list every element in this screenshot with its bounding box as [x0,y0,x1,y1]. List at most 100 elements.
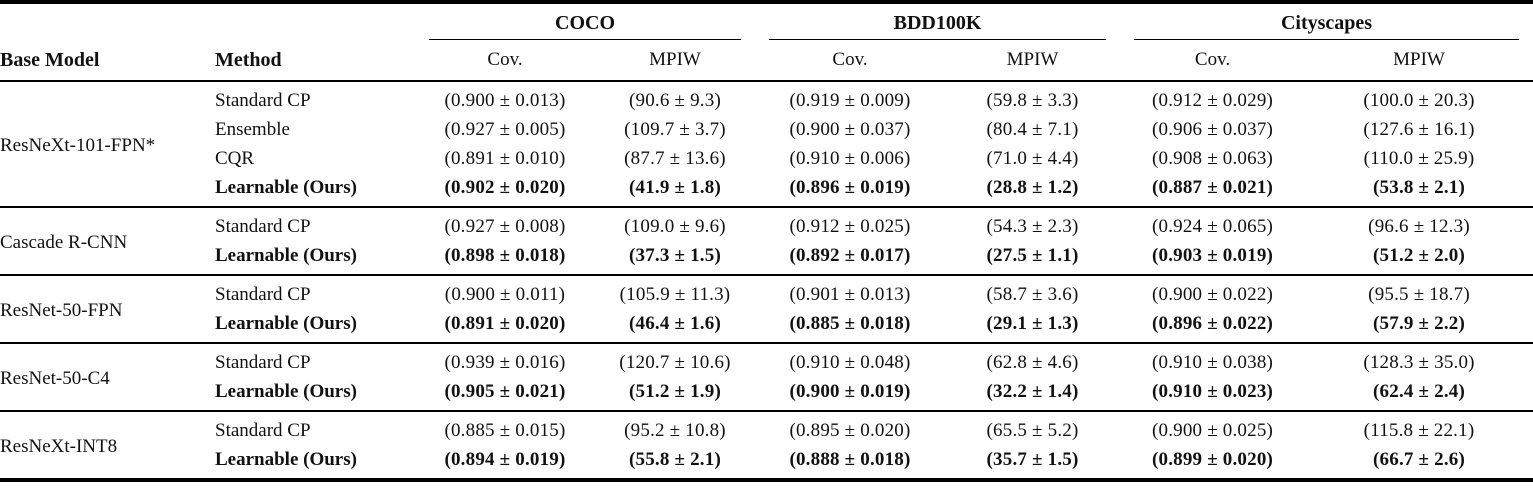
dataset-label: BDD100K [769,12,1107,40]
value-cell: (96.6 ± 12.3) [1368,215,1470,237]
value-cell: (0.912 ± 0.025) [789,215,911,237]
value-cell: (41.9 ± 1.8) [629,176,721,198]
method-cell: Standard CP [215,351,311,373]
method-cell: Learnable (Ours) [215,380,357,402]
value-cell: (51.2 ± 1.9) [629,380,721,402]
header-cov: Cov. [1194,49,1231,70]
value-cell: (0.908 ± 0.063) [1151,147,1274,169]
value-cell: (0.910 ± 0.006) [789,147,911,169]
value-cell: (0.895 ± 0.020) [789,419,911,441]
value-cell: (0.896 ± 0.019) [789,176,911,198]
table-row: Cascade R-CNN Standard CP (0.927 ± 0.008… [0,207,1533,254]
value-cell: (32.2 ± 1.4) [986,380,1079,402]
value-cell: (0.900 ± 0.037) [789,118,911,140]
dataset-header-cityscapes: Cityscapes [1120,2,1533,40]
value-cell: (58.7 ± 3.6) [986,283,1079,305]
group-resnet-50-c4: ResNet-50-C4 Standard CP (0.939 ± 0.016)… [0,343,1533,411]
header-spacer [215,2,415,40]
value-cell: (28.8 ± 1.2) [986,176,1079,198]
table-row: ResNet-50-FPN Standard CP (0.900 ± 0.011… [0,275,1533,322]
value-cell: (0.910 ± 0.023) [1151,380,1274,402]
group-resnext-int8: ResNeXt-INT8 Standard CP (0.885 ± 0.015)… [0,411,1533,480]
group-resnet-50-fpn: ResNet-50-FPN Standard CP (0.900 ± 0.011… [0,275,1533,343]
method-cell: Learnable (Ours) [215,176,357,198]
header-base-model: Base Model [0,48,100,71]
method-cell: Learnable (Ours) [215,244,357,266]
table-row-ours: Learnable (Ours) (0.905 ± 0.021) (51.2 ±… [0,377,1533,411]
value-cell: (59.8 ± 3.3) [986,89,1079,111]
header-method: Method [215,48,282,71]
results-table: COCO BDD100K Cityscapes Base Model Metho… [0,0,1533,482]
value-cell: (115.8 ± 22.1) [1363,419,1475,441]
value-cell: (0.899 ± 0.020) [1151,448,1274,470]
value-cell: (120.7 ± 10.6) [619,351,731,373]
value-cell: (0.910 ± 0.048) [789,351,911,373]
header-mpiw: MPIW [649,49,701,70]
value-cell: (0.910 ± 0.038) [1151,351,1274,373]
header-mpiw: MPIW [1393,49,1445,70]
table-row: ResNeXt-INT8 Standard CP (0.885 ± 0.015)… [0,411,1533,458]
method-cell: Standard CP [215,215,311,237]
base-model-cell: Cascade R-CNN [0,232,128,253]
value-cell: (46.4 ± 1.6) [629,312,721,334]
method-cell: Standard CP [215,419,311,441]
value-cell: (0.902 ± 0.020) [444,176,566,198]
value-cell: (95.5 ± 18.7) [1368,283,1470,305]
value-cell: (0.885 ± 0.015) [444,419,566,441]
value-cell: (109.7 ± 3.7) [624,118,726,140]
value-cell: (128.3 ± 35.0) [1363,351,1475,373]
value-cell: (0.903 ± 0.019) [1151,244,1274,266]
method-cell: Ensemble [215,118,290,140]
value-cell: (62.4 ± 2.4) [1373,380,1466,402]
value-cell: (0.888 ± 0.018) [789,448,911,470]
value-cell: (0.900 ± 0.022) [1151,283,1274,305]
value-cell: (0.900 ± 0.025) [1151,419,1274,441]
value-cell: (0.927 ± 0.008) [444,215,566,237]
table-row-ours: Learnable (Ours) (0.894 ± 0.019) (55.8 ±… [0,445,1533,480]
dataset-header-bdd100k: BDD100K [755,2,1120,40]
table-header: COCO BDD100K Cityscapes Base Model Metho… [0,2,1533,81]
value-cell: (65.5 ± 5.2) [986,419,1079,441]
table-row: CQR (0.891 ± 0.010) (87.7 ± 13.6) (0.910… [0,144,1533,173]
value-cell: (0.906 ± 0.037) [1151,118,1274,140]
value-cell: (0.900 ± 0.019) [789,380,911,402]
value-cell: (100.0 ± 20.3) [1363,89,1475,111]
value-cell: (0.905 ± 0.021) [444,380,566,402]
value-cell: (51.2 ± 2.0) [1373,244,1466,266]
value-cell: (57.9 ± 2.2) [1373,312,1466,334]
value-cell: (80.4 ± 7.1) [986,118,1079,140]
value-cell: (127.6 ± 16.1) [1363,118,1475,140]
value-cell: (90.6 ± 9.3) [629,89,721,111]
value-cell: (55.8 ± 2.1) [629,448,721,470]
value-cell: (0.927 ± 0.005) [444,118,566,140]
value-cell: (0.900 ± 0.013) [444,89,566,111]
value-cell: (35.7 ± 1.5) [986,448,1079,470]
table-row: Ensemble (0.927 ± 0.005) (109.7 ± 3.7) (… [0,115,1533,144]
value-cell: (71.0 ± 4.4) [986,147,1079,169]
value-cell: (0.919 ± 0.009) [789,89,911,111]
dataset-label: Cityscapes [1134,12,1520,40]
group-cascade-r-cnn: Cascade R-CNN Standard CP (0.927 ± 0.008… [0,207,1533,275]
base-model-cell: ResNet-50-FPN [0,300,123,321]
method-cell: Learnable (Ours) [215,312,357,334]
value-cell: (29.1 ± 1.3) [986,312,1079,334]
value-cell: (0.924 ± 0.065) [1151,215,1274,237]
value-cell: (62.8 ± 4.6) [986,351,1079,373]
value-cell: (0.896 ± 0.022) [1151,312,1274,334]
value-cell: (0.900 ± 0.011) [444,283,566,305]
value-cell: (0.887 ± 0.021) [1151,176,1274,198]
value-cell: (53.8 ± 2.1) [1373,176,1466,198]
base-model-cell: ResNet-50-C4 [0,368,110,389]
method-cell: Standard CP [215,89,311,111]
header-cov: Cov. [832,49,868,70]
value-cell: (66.7 ± 2.6) [1373,448,1466,470]
value-cell: (0.892 ± 0.017) [789,244,911,266]
base-model-cell: ResNeXt-101-FPN* [0,135,156,156]
table-row-ours: Learnable (Ours) (0.902 ± 0.020) (41.9 ±… [0,173,1533,207]
dataset-label: COCO [429,12,741,40]
value-cell: (0.894 ± 0.019) [444,448,566,470]
column-header-row: Base Model Method Cov. MPIW Cov. MPIW Co… [0,40,1533,81]
table-row: ResNeXt-101-FPN* Standard CP (0.900 ± 0.… [0,81,1533,157]
dataset-header-row: COCO BDD100K Cityscapes [0,2,1533,40]
